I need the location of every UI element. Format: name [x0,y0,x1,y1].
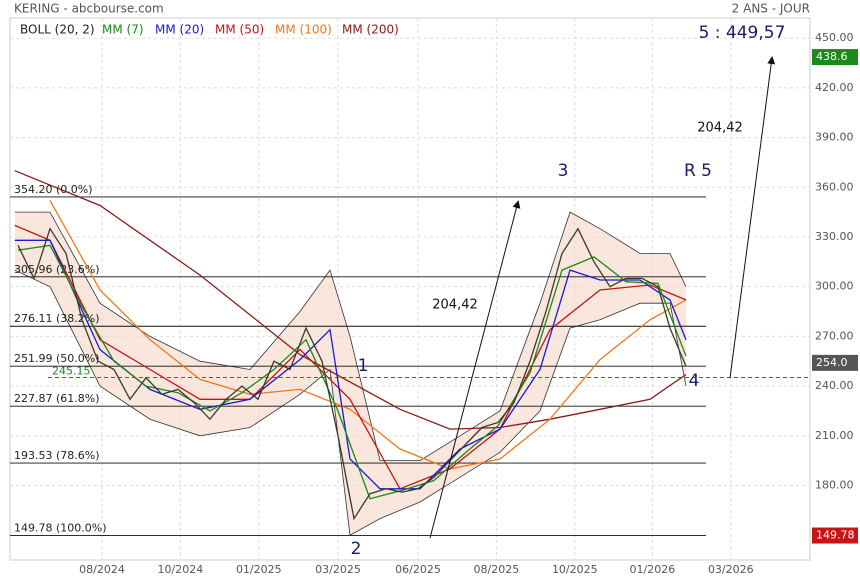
y-tick-label: 300.00 [815,280,854,293]
price-tag [812,49,858,66]
x-tick-label: 10/2025 [552,563,598,576]
y-tick-label: 390.00 [815,131,854,144]
annotation: 4 [689,371,700,391]
fib-label: 149.78 (100.0%) [14,522,107,535]
y-tick-label: 360.00 [815,180,854,193]
x-tick-label: 03/2025 [315,563,361,576]
legend-item: BOLL (20, 2) [20,23,95,37]
price-line [17,227,687,521]
annotation: 204,42 [432,298,478,313]
legend-item: MM (100) [275,23,332,37]
annotation: R 5 [684,161,712,181]
ma-line [14,170,687,430]
bollinger-area [14,212,687,536]
price-tag-label: 438.6 [816,50,848,63]
y-tick-label: 330.00 [815,230,854,243]
fib-label: 251.99 (50.0%) [14,352,100,365]
annotation: 204,42 [697,121,743,136]
fib-label: 354.20 (0.0%) [14,183,93,196]
x-tick-label: 01/2026 [630,563,676,576]
x-tick-label: 08/2024 [79,563,125,576]
x-tick-label: 08/2025 [474,563,520,576]
price-tag [812,354,858,371]
legend-item: MM (20) [155,23,204,37]
annotation: 1 [358,356,369,376]
y-tick-label: 210.00 [815,429,854,442]
annotation: 5 : 449,57 [699,23,786,43]
ma-line [14,224,687,490]
support-label: 245.15 [52,365,91,378]
plot-frame [9,17,811,561]
price-tag-label: 254.0 [816,356,848,369]
x-tick-label: 01/2025 [236,563,282,576]
x-tick-label: 06/2025 [395,563,441,576]
price-tag [812,527,858,544]
legend-item: MM (50) [215,23,264,37]
y-tick-label: 420.00 [815,81,854,94]
legend-item: MM (7) [102,23,144,37]
x-tick-label: 10/2024 [158,563,204,576]
chart-subtitle: 2 ANS - JOUR [732,2,810,16]
ma-line [49,200,687,470]
y-tick-label: 240.00 [815,379,854,392]
arrow [729,56,776,379]
arrow [429,200,521,539]
y-tick-label: 180.00 [815,478,854,491]
fib-label: 227.87 (61.8%) [14,392,100,405]
ma-line [17,244,687,500]
annotation: 2 [351,539,362,559]
fib-label: 276.11 (38.2%) [14,312,100,325]
x-tick-label: 03/2026 [708,563,754,576]
annotation: 3 [558,161,569,181]
ma-line [14,239,687,490]
y-tick-label: 450.00 [815,31,854,44]
fib-label: 193.53 (78.6%) [14,449,100,462]
y-tick-label: 270.00 [815,329,854,342]
chart-title: KERING - abcbourse.com [14,2,164,16]
bollinger-upper [14,211,687,462]
price-tag-label: 149.78 [816,529,855,542]
legend-item: MM (200) [342,23,399,37]
bollinger-lower [14,269,687,536]
